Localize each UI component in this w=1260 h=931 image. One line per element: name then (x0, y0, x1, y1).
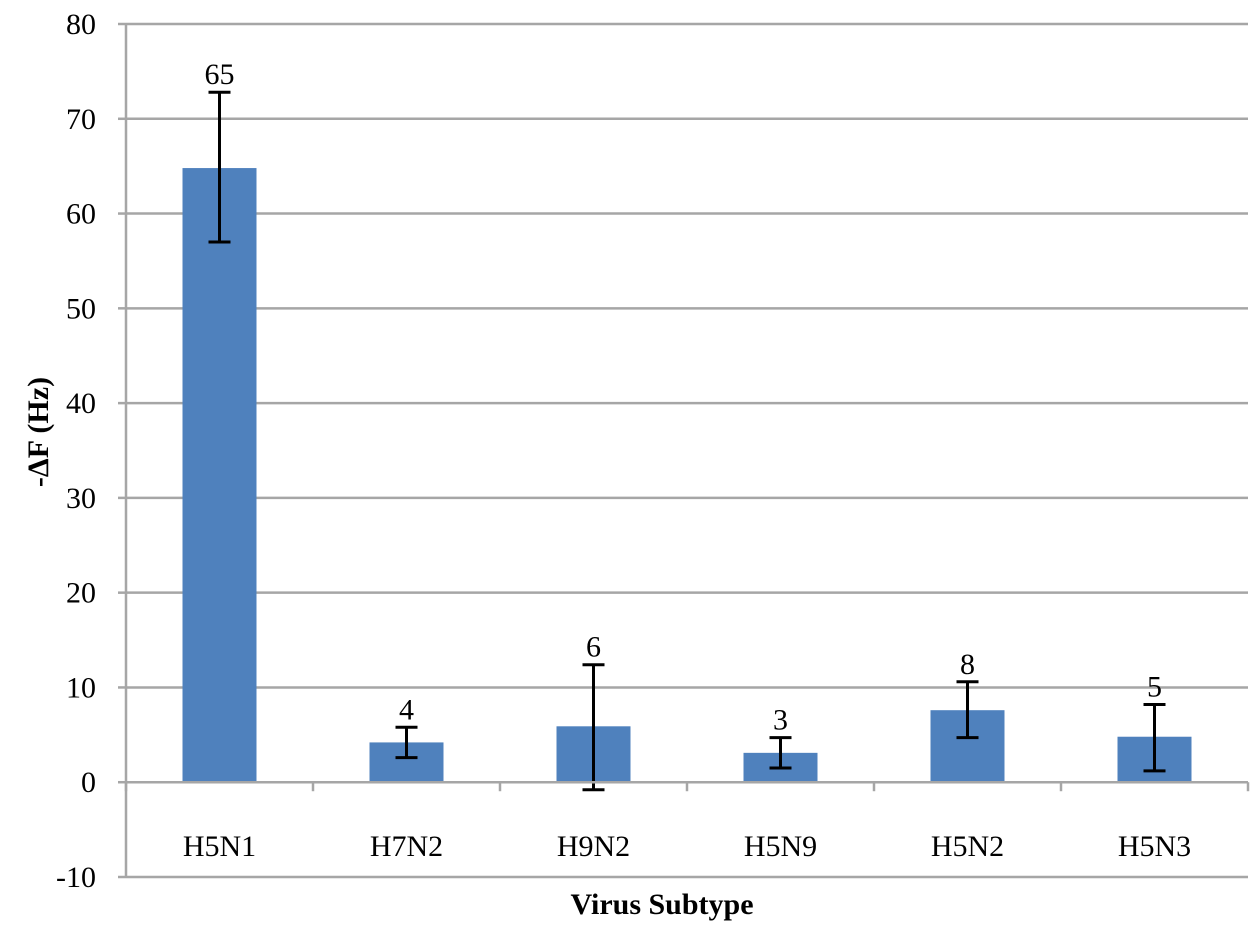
y-axis-title: -ΔF (Hz) (22, 377, 55, 487)
x-category-label: H5N3 (1118, 830, 1191, 863)
data-label: 8 (960, 648, 975, 681)
data-label: 6 (586, 631, 601, 664)
error-bar (208, 90, 231, 244)
data-label: 4 (399, 693, 414, 726)
x-axis-title: Virus Subtype (570, 888, 753, 921)
gridlines (126, 22, 1248, 879)
error-bar (769, 736, 792, 770)
error-bar (582, 663, 605, 792)
x-category-label: H9N2 (557, 830, 630, 863)
error-bar (395, 725, 418, 760)
x-category-label: H5N9 (744, 830, 817, 863)
y-tick-label: 20 (66, 577, 96, 610)
y-tick-label: 70 (66, 103, 96, 136)
error-bar (956, 680, 979, 740)
error-bars (208, 90, 1166, 792)
x-category-label: H7N2 (370, 830, 443, 863)
x-axis-category-labels: H5N1 H7N2 H9N2 H5N9 H5N2 H5N3 (183, 830, 1191, 863)
x-category-label: H5N2 (931, 830, 1004, 863)
bar-h5n1 (182, 168, 257, 783)
data-label: 3 (773, 704, 788, 737)
y-tick-label: 0 (81, 766, 96, 799)
y-tick-label: 10 (66, 671, 96, 704)
y-tick-label: 80 (66, 8, 96, 41)
y-tick-label: 50 (66, 292, 96, 325)
data-label: 65 (205, 58, 235, 91)
data-label: 5 (1147, 671, 1162, 704)
y-tick-label: 40 (66, 387, 96, 420)
data-labels: 65 4 6 3 8 5 (205, 58, 1163, 736)
y-tick-label: 30 (66, 482, 96, 515)
x-category-label: H5N1 (183, 830, 256, 863)
bars (182, 168, 1192, 783)
y-tick-label: 60 (66, 198, 96, 231)
x-axis (124, 780, 1250, 792)
error-bar (1143, 703, 1166, 773)
y-tick-label: -10 (56, 861, 96, 894)
y-axis-ticks: -10 0 10 20 30 40 50 60 70 80 (56, 8, 128, 894)
